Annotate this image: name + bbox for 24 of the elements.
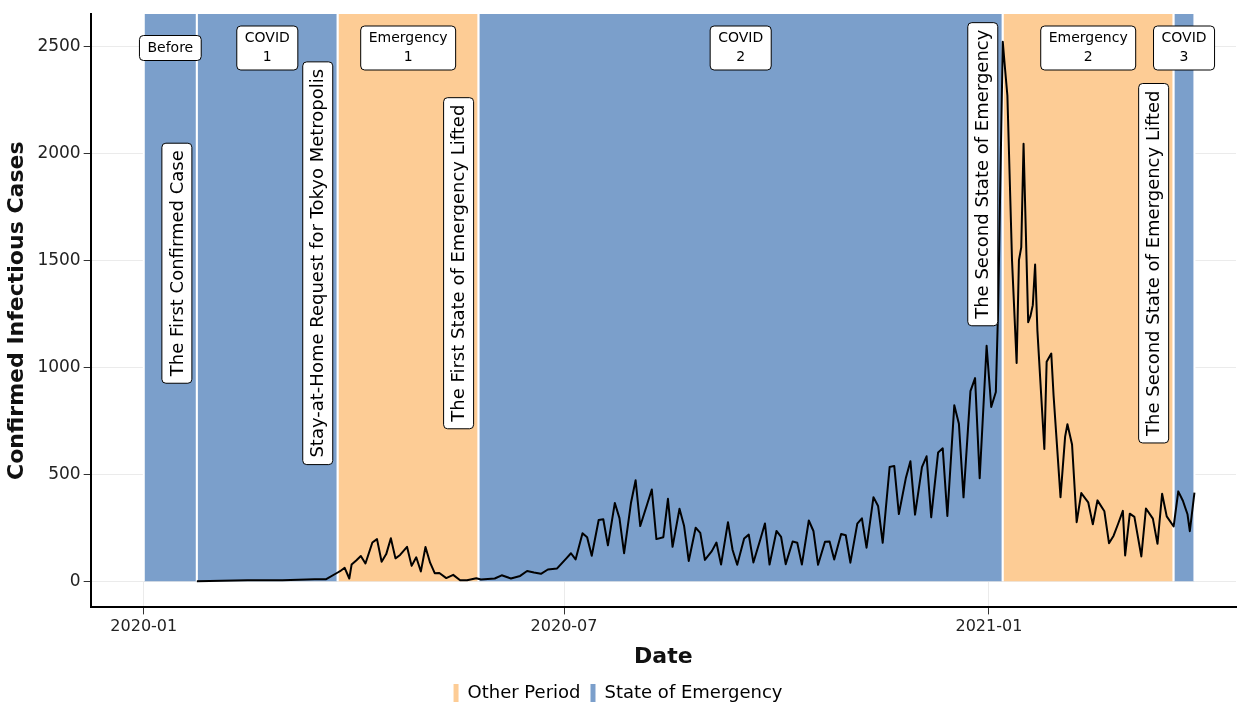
x-tick-label: 2021-01 bbox=[955, 616, 1023, 636]
y-tick-label: 2000 bbox=[37, 141, 81, 162]
y-tick-label: 1500 bbox=[37, 248, 81, 269]
annotation: Stay-at-Home Request for Tokyo Metropolis bbox=[306, 68, 328, 458]
annotation: The First Confirmed Case bbox=[165, 150, 187, 378]
x-axis-title: Date bbox=[634, 642, 693, 668]
y-tick-label: 500 bbox=[48, 462, 81, 483]
y-tick-label: 1000 bbox=[37, 355, 81, 376]
legend-label: Other Period bbox=[467, 680, 581, 702]
band-label: COVID 2 bbox=[718, 29, 764, 65]
band-label: Emergency 1 bbox=[368, 29, 448, 65]
annotation: The Second State of Emergency Lifted bbox=[1142, 90, 1164, 437]
y-tick-label: 2500 bbox=[37, 34, 81, 55]
y-tick-label: 0 bbox=[69, 569, 81, 590]
band-label: COVID 3 bbox=[1161, 29, 1207, 65]
x-tick-label: 2020-07 bbox=[530, 616, 598, 636]
annotation: The Second State of Emergency bbox=[971, 29, 993, 320]
legend-label: State of Emergency bbox=[604, 680, 783, 702]
x-tick-label: 2020-01 bbox=[110, 616, 178, 636]
band-label: Before bbox=[147, 38, 194, 55]
annotation: The First State of Emergency Lifted bbox=[447, 104, 469, 423]
band-label: COVID 1 bbox=[244, 29, 290, 65]
y-axis-title: Confirmed Infectious Cases bbox=[2, 141, 28, 480]
band-label: Emergency 2 bbox=[1048, 29, 1128, 65]
